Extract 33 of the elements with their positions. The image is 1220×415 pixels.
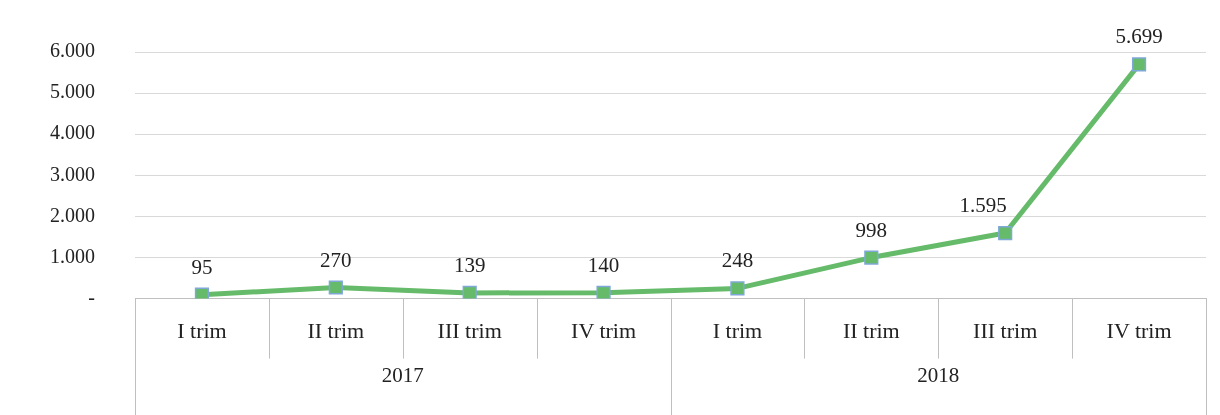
point [1131, 57, 1147, 72]
x-tick-label: IV trim [1106, 317, 1172, 343]
text: 2017 [381, 363, 424, 388]
y-tick-label: 4.000 [50, 121, 95, 144]
point [328, 280, 343, 295]
y-tick-label: 5.000 [50, 80, 95, 103]
x-tick-label: IV trim [571, 317, 637, 343]
data-label: 5.699 [1115, 24, 1163, 49]
data-label: 998 [855, 217, 888, 242]
x-tick-label: I trim [712, 317, 763, 343]
y-tick-label: - [88, 285, 95, 308]
text: 2018 [917, 363, 960, 388]
x-tick-label: II trim [307, 317, 365, 343]
point [596, 285, 611, 299]
x-tick-label: III trim [973, 317, 1038, 343]
point [864, 250, 879, 265]
data-label: 248 [721, 248, 754, 273]
data-label: 140 [587, 252, 620, 277]
data-label: 1.595 [959, 193, 1007, 218]
point [462, 285, 477, 299]
point [194, 287, 210, 299]
y-tick-label: 3.000 [50, 162, 95, 185]
data-label: 270 [320, 247, 352, 272]
point [998, 225, 1013, 241]
y-tick-label: 6.000 [50, 39, 95, 62]
x-tick-label: II trim [842, 317, 900, 343]
y-tick-label: 2.000 [50, 203, 95, 226]
x-tick-label: III trim [437, 317, 502, 343]
x-tick-label: I trim [177, 317, 227, 343]
data-label: 139 [453, 252, 486, 277]
data-label: 95 [191, 254, 213, 279]
y-tick-label: 1.000 [50, 244, 95, 267]
point [730, 281, 745, 296]
